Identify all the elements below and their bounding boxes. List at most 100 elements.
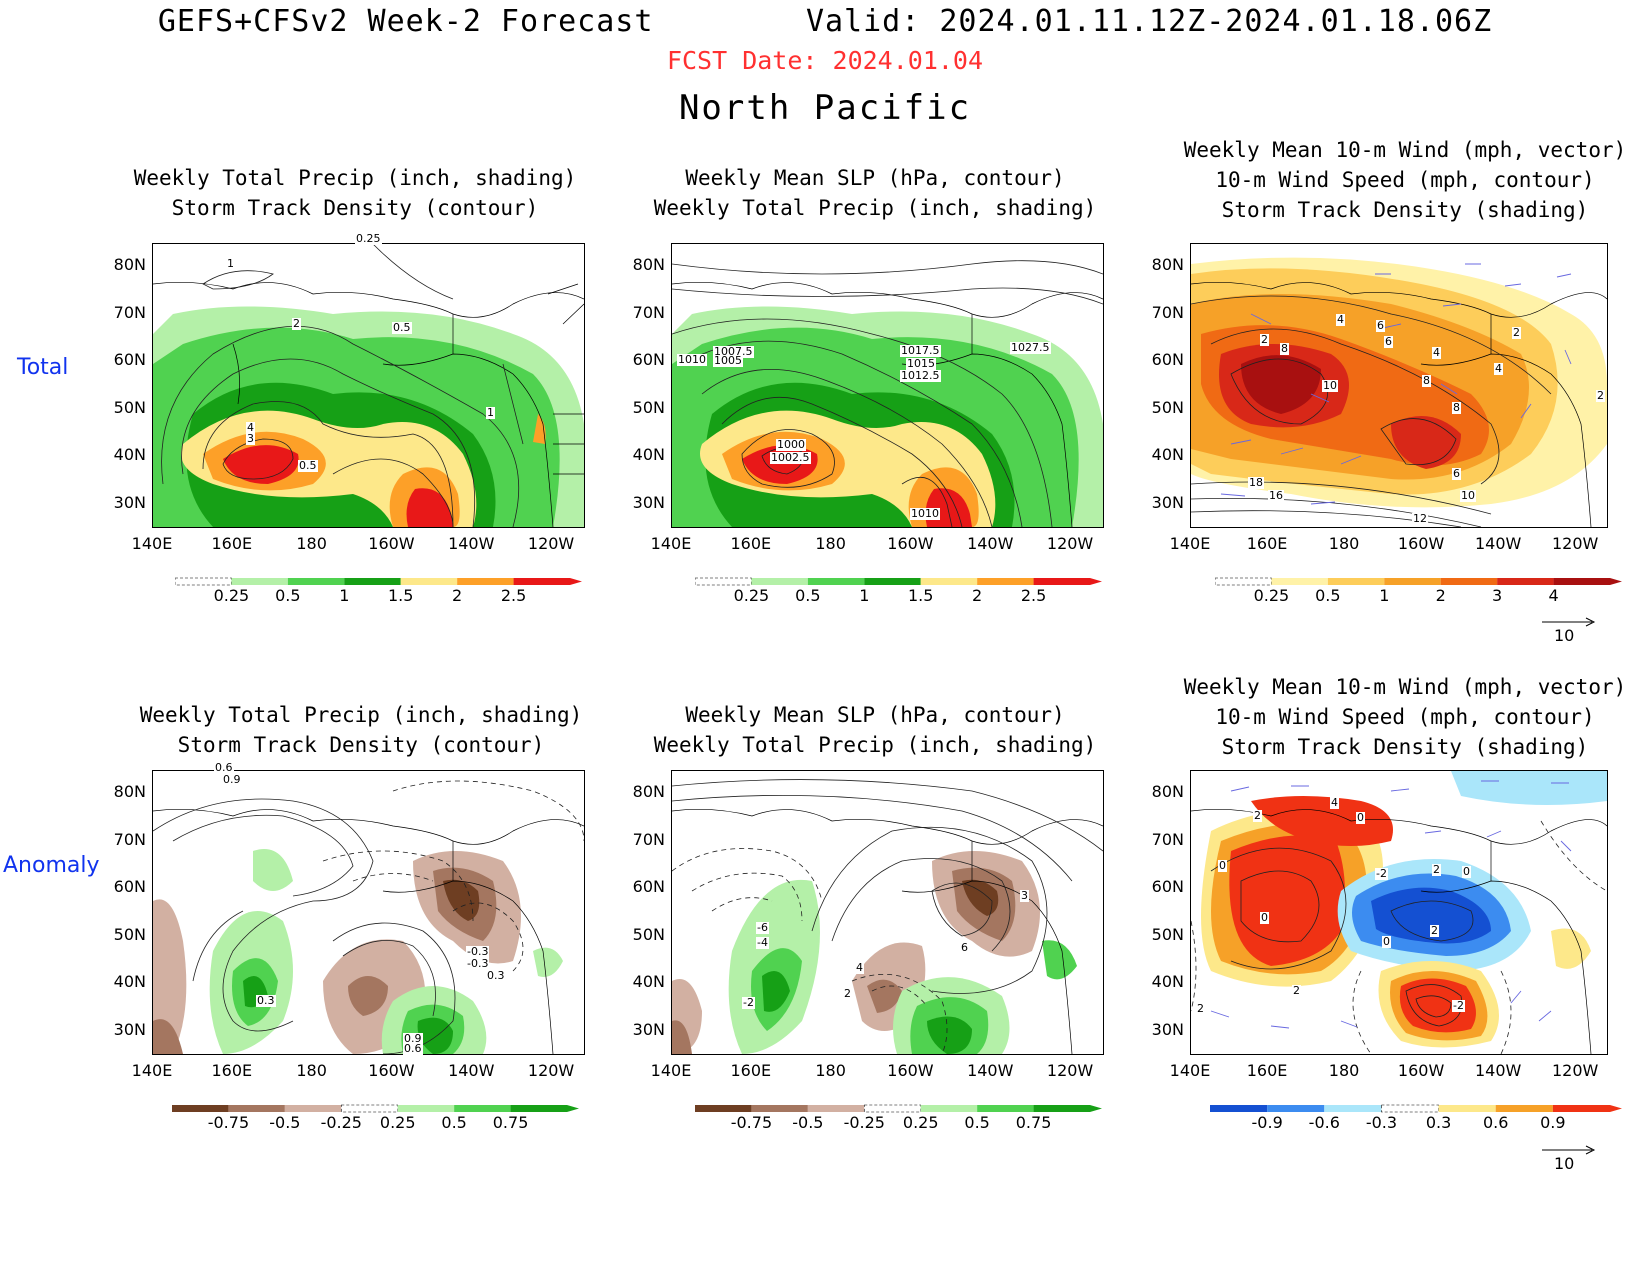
contour-label: 1 <box>226 257 235 270</box>
colorbar-swatch <box>1497 578 1554 585</box>
panel-2-title-line1: Weekly Mean SLP (hPa, contour) <box>685 166 1065 190</box>
lon-tick-label: 140W <box>967 1061 1014 1080</box>
vector-reference-total: 10 <box>1540 612 1600 645</box>
lon-tick-label: 160W <box>887 534 934 553</box>
contour-label: 0.9 <box>403 1032 423 1045</box>
colorbar-swatch <box>1495 1105 1553 1112</box>
lon-tick-label: 120W <box>527 1061 575 1080</box>
contour-label: 0.5 <box>298 459 318 472</box>
lon-tick-label: 160W <box>368 1061 415 1080</box>
lat-tick-label: 50N <box>113 397 146 417</box>
contour-label: 8 <box>1452 401 1461 414</box>
colorbar-tick-label: 2.5 <box>1020 586 1047 605</box>
lon-tick-label: 120W <box>1551 534 1599 553</box>
contour-label: 1010 <box>910 507 940 520</box>
title-right: Valid: 2024.01.11.12Z-2024.01.18.06Z <box>805 4 1493 39</box>
colorbar-tick-label: 0.75 <box>1015 1113 1052 1132</box>
colorbar-swatch <box>977 1105 1034 1112</box>
lat-tick-label: 50N <box>1151 924 1184 944</box>
colorbar-tick-label: 0.25 <box>379 1113 416 1132</box>
lon-tick-label: 180 <box>1328 534 1360 553</box>
contour-label: -0.3 <box>466 945 490 958</box>
panel-6-title-line1: Weekly Mean 10-m Wind (mph, vector) <box>1183 675 1627 699</box>
lon-tick-label: 120W <box>1046 534 1094 553</box>
lat-tick-label: 30N <box>632 1019 665 1039</box>
colorbar-swatch <box>340 1104 399 1113</box>
wind-vectors <box>1210 780 1572 1029</box>
colorbar-swatch <box>287 578 345 585</box>
panel-5-title: Weekly Mean SLP (hPa, contour) Weekly Tot… <box>650 700 1100 760</box>
lat-tick-label: 50N <box>113 924 146 944</box>
colorbar-tick-label: -0.5 <box>792 1113 824 1132</box>
contour-label: 3 <box>246 432 255 445</box>
reference-arrow-icon <box>1542 617 1596 627</box>
contour-label: 6 <box>1452 467 1461 480</box>
colorbar-swatch <box>751 1105 808 1112</box>
lon-tick-label: 140E <box>131 1061 173 1080</box>
colorbar-swatch <box>1327 578 1385 585</box>
map-panel-total-precip[interactable] <box>152 243 585 528</box>
colorbar-tick-label: 2 <box>972 586 983 605</box>
contour-label: 8 <box>1280 342 1289 355</box>
lon-tick-label: 160W <box>1397 1061 1445 1080</box>
contour-label: 2 <box>843 987 852 1000</box>
map-panel-total-slp[interactable] <box>671 243 1104 528</box>
contour-label: 0 <box>1218 859 1227 872</box>
contour-label: 1010 <box>677 353 707 366</box>
lat-tick-label: 30N <box>113 492 146 512</box>
lat-tick-label: 60N <box>113 877 146 896</box>
colorbar-tick-label: 0.5 <box>964 1113 990 1132</box>
colorbar-swatch <box>1552 1105 1610 1112</box>
reference-arrow-icon <box>1542 1145 1596 1155</box>
panel-6-title: Weekly Mean 10-m Wind (mph, vector) 10-m … <box>1160 672 1650 762</box>
lat-tick-label: 50N <box>1151 397 1184 417</box>
colorbar-swatch <box>695 577 752 586</box>
lon-tick-label: 160E <box>730 534 772 553</box>
panel-6-title-line3: Storm Track Density (shading) <box>1221 735 1589 759</box>
lat-tick-label: 70N <box>632 302 665 322</box>
colorbar-precip_total <box>695 577 1102 586</box>
lon-tick-label: 120W <box>1046 1061 1094 1080</box>
colorbar-swatch <box>1384 578 1441 585</box>
lon-tick-label: 160W <box>1397 534 1445 553</box>
contour-label: 0 <box>1356 811 1365 824</box>
wind-speed-anomaly-contours <box>1191 820 1607 1054</box>
colorbar-swatch <box>1381 1104 1439 1113</box>
contour-label: -2 <box>1375 867 1388 880</box>
map-panel-anomaly-slp[interactable] <box>671 770 1104 1055</box>
lat-tick-label: 80N <box>113 782 146 801</box>
contour-label: 0.6 <box>403 1042 423 1055</box>
lat-tick-label: 40N <box>113 445 146 464</box>
contour-label: -2 <box>1452 999 1465 1012</box>
contour-label: -4 <box>756 936 769 949</box>
lon-tick-label: 180 <box>296 1061 327 1080</box>
panel-1-title-line1: Weekly Total Precip (inch, shading) <box>133 166 577 190</box>
contour-label: 16 <box>1268 489 1284 502</box>
coastlines <box>672 282 1103 527</box>
colorbar-swatch <box>807 578 865 585</box>
colorbar-tick-label: 1 <box>859 586 870 605</box>
lat-tick-label: 60N <box>1151 350 1184 369</box>
lat-tick-label: 80N <box>1151 255 1184 274</box>
colorbar-tick-label: -0.75 <box>207 1113 250 1132</box>
lat-tick-label: 80N <box>1151 782 1184 801</box>
panel-3-title-line1: Weekly Mean 10-m Wind (mph, vector) <box>1183 138 1627 162</box>
colorbar-tick-label: -0.6 <box>1308 1113 1340 1132</box>
contour-label: 4 <box>855 961 864 974</box>
colorbar-storm_total <box>1215 577 1622 586</box>
map-panel-anomaly-precip[interactable] <box>152 770 585 1055</box>
colorbar-swatch <box>1440 578 1498 585</box>
map-panel-total-wind[interactable] <box>1190 243 1608 528</box>
lat-tick-label: 40N <box>1151 972 1184 991</box>
contour-label: 10 <box>1460 489 1476 502</box>
lat-tick-label: 70N <box>1151 302 1184 322</box>
lat-tick-label: 30N <box>1151 492 1184 512</box>
panel-4-title-line2: Storm Track Density (contour) <box>177 733 545 757</box>
colorbar-swatch <box>695 1105 752 1112</box>
lon-tick-label: 140W <box>1474 1061 1522 1080</box>
colorbar-tick-label: -0.3 <box>1365 1113 1398 1132</box>
colorbar-swatch <box>175 577 232 586</box>
contour-label: 1027.5 <box>1010 341 1051 354</box>
lon-tick-label: 140E <box>650 1061 692 1080</box>
panel-6-title-line2: 10-m Wind Speed (mph, contour) <box>1215 705 1595 729</box>
